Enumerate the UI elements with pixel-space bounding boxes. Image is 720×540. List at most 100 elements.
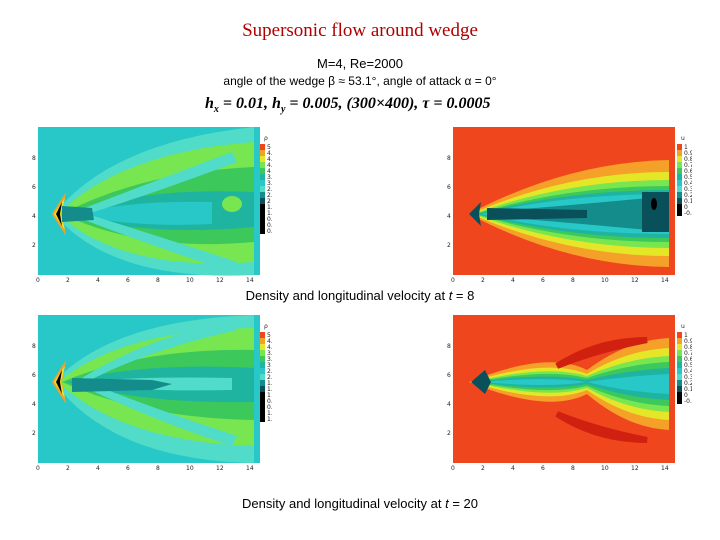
legend-label: 0.1 — [684, 386, 692, 393]
legend-swatch — [260, 144, 265, 150]
svg-text:ρ: ρ — [264, 135, 268, 142]
legend-label: 3.4 — [267, 356, 272, 363]
legend-label: 2.6 — [267, 368, 272, 375]
legend-label: 1.2 — [267, 210, 272, 217]
legend-label: 3.8 — [267, 350, 272, 357]
caption-t8: Density and longitudinal velocity at t =… — [245, 288, 475, 303]
legend-swatch — [677, 356, 682, 362]
x-tick-label: 0 — [451, 277, 455, 284]
legend-swatch — [260, 222, 265, 228]
legend-swatch — [260, 192, 265, 198]
x-tick-label: 2 — [66, 465, 70, 472]
x-tick-label: 4 — [511, 465, 515, 472]
legend-label: 0.3 — [684, 186, 692, 193]
x-tick-label: 0 — [451, 465, 455, 472]
svg-text:ρ: ρ — [264, 323, 268, 330]
y-tick-label: 6 — [32, 184, 36, 191]
legend-label: 0.5 — [684, 362, 692, 369]
legend-label: 0.4 — [684, 368, 692, 375]
x-tick-label: 14 — [661, 465, 669, 472]
x-tick-label: 4 — [511, 277, 515, 284]
legend-swatch — [677, 198, 682, 204]
x-tick-label: 10 — [186, 465, 194, 472]
y-tick-label: 2 — [32, 430, 36, 437]
wedge-angle-text: angle of the wedge β ≈ 53.1°, angle of a… — [223, 74, 497, 88]
legend-swatch — [260, 168, 265, 174]
svg-text:u: u — [681, 323, 685, 330]
x-tick-label: 12 — [631, 465, 639, 472]
y-tick-label: 8 — [447, 155, 451, 162]
y-tick-label: 2 — [32, 242, 36, 249]
legend-swatch — [260, 228, 265, 234]
x-tick-label: 0 — [36, 277, 40, 284]
legend-swatch — [677, 398, 682, 404]
legend-label: 0.6 — [684, 168, 692, 175]
legend-label: 1.4 — [267, 386, 272, 393]
velocity-legend-t20: u 10.90.80.70.60.50.40.30.20.10-0.1 — [677, 323, 692, 405]
x-tick-label: 10 — [601, 465, 609, 472]
legend-label: 1 — [684, 144, 688, 151]
legend-label: 2.2 — [267, 374, 272, 381]
legend-swatch — [260, 386, 265, 392]
legend-swatch — [260, 398, 265, 404]
x-tick-label: 6 — [541, 277, 545, 284]
legend-swatch — [677, 374, 682, 380]
x-tick-label: 6 — [541, 465, 545, 472]
legend-swatch — [677, 150, 682, 156]
x-tick-label: 14 — [246, 465, 254, 472]
legend-swatch — [260, 186, 265, 192]
x-tick-label: 8 — [156, 277, 160, 284]
x-tick-label: 0 — [36, 465, 40, 472]
legend-label: -0.1 — [684, 210, 692, 217]
x-tick-label: 2 — [66, 277, 70, 284]
legend-swatch — [260, 162, 265, 168]
legend-label: 4.2 — [267, 344, 272, 351]
legend-label: -0.1 — [684, 398, 692, 405]
legend-swatch — [677, 338, 682, 344]
y-tick-label: 2 — [447, 430, 451, 437]
legend-swatch — [677, 210, 682, 216]
legend-swatch — [260, 410, 265, 416]
legend-label: 5 — [267, 332, 271, 339]
x-tick-label: 6 — [126, 277, 130, 284]
legend-swatch — [677, 392, 682, 398]
legend-label: 5 — [267, 144, 271, 151]
y-tick-label: 8 — [447, 343, 451, 350]
legend-swatch — [677, 368, 682, 374]
x-tick-label: 4 — [96, 277, 100, 284]
x-tick-label: 10 — [601, 277, 609, 284]
legend-swatch — [677, 186, 682, 192]
x-tick-label: 8 — [571, 277, 575, 284]
legend-swatch — [260, 356, 265, 362]
slide-title: Supersonic flow around wedge — [242, 20, 478, 41]
legend-label: 1 — [684, 332, 688, 339]
y-tick-label: 6 — [32, 372, 36, 379]
x-tick-label: 8 — [156, 465, 160, 472]
legend-label: 0.2 — [267, 228, 272, 235]
legend-swatch — [260, 368, 265, 374]
y-tick-label: 2 — [447, 242, 451, 249]
legend-label: 0.6 — [267, 398, 272, 405]
legend-swatch — [677, 332, 682, 338]
y-tick-label: 8 — [32, 155, 36, 162]
legend-label: 0.3 — [684, 374, 692, 381]
legend-label: 3.6 — [267, 174, 272, 181]
x-tick-label: 4 — [96, 465, 100, 472]
legend-swatch — [677, 180, 682, 186]
legend-swatch — [677, 344, 682, 350]
legend-label: 0.8 — [267, 216, 272, 223]
velocity-plot-t8: u 10.90.80.70.60.50.40.30.20.10-0.1 0 2 4 6… — [447, 127, 692, 284]
legend-swatch — [677, 156, 682, 162]
x-tick-label: 10 — [186, 277, 194, 284]
legend-swatch — [260, 338, 265, 344]
legend-swatch — [677, 362, 682, 368]
legend-swatch — [677, 174, 682, 180]
legend-swatch — [260, 392, 265, 398]
density-plot-t20: ρ 54.64.23.83.432.62.21.81.410.60.21.81.… — [32, 315, 272, 472]
x-tick-label: 2 — [481, 277, 485, 284]
legend-label: 0.1 — [684, 198, 692, 205]
y-tick-label: 6 — [447, 184, 451, 191]
y-tick-label: 4 — [32, 401, 36, 408]
legend-swatch — [260, 350, 265, 356]
velocity-legend-t8: u 10.90.80.70.60.50.40.30.20.10-0.1 — [677, 135, 692, 217]
